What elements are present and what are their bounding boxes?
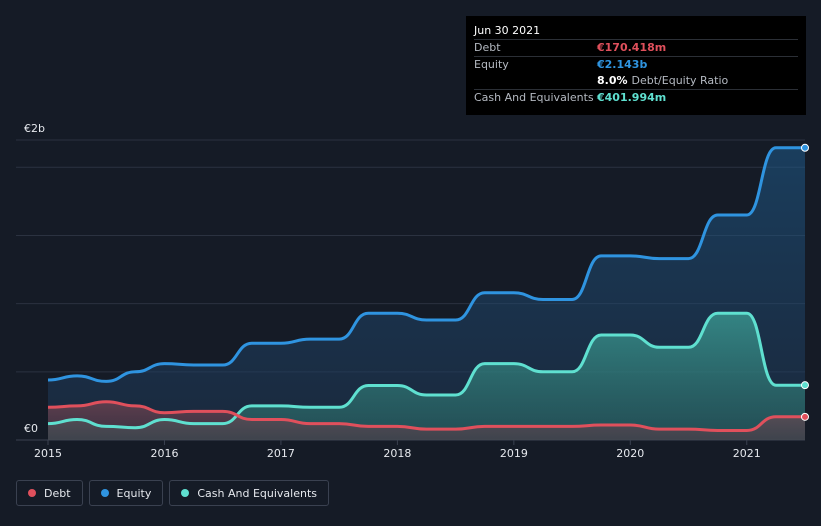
debt-end-marker [801,412,809,421]
tooltip-date: Jun 30 2021 [474,24,541,37]
tooltip-ratio-row: 8.0% Debt/Equity Ratio [474,73,798,89]
debt-line [47,400,805,432]
debt-area [48,401,805,440]
series-areas [48,147,805,441]
tooltip-ratio-value: 8.0% [597,74,628,87]
tooltip-debt-row: Debt €170.418m [474,39,798,56]
tooltip-debt-value: €170.418m [597,41,667,54]
equity-line [47,146,805,383]
equity-end-marker [801,143,809,152]
debt-dot-icon [28,489,36,497]
equity-dot-icon [100,489,109,497]
y-tick-label-1: €2b [24,122,45,135]
axis-labels: €0 €2b 2015 2016 2017 2018 2019 2020 2021 [24,122,761,460]
legend-equity-label: Equity [116,486,152,500]
legend-item-debt[interactable]: Debt [16,480,83,506]
end-markers [801,143,809,421]
tooltip-equity-label: Equity [474,58,509,71]
x-tick-label-3: 2018 [383,447,411,460]
tooltip-cash-value: €401.994m [597,91,667,104]
x-tick-label-2: 2017 [267,447,295,460]
tooltip-cash-row: Cash And Equivalents €401.994m [474,89,798,106]
x-tick-label-5: 2020 [616,447,644,460]
tooltip-equity-value: €2.143b [597,58,648,71]
x-tick-label-6: 2021 [733,447,761,460]
y-tick-label-0: €0 [24,422,38,435]
legend-item-equity[interactable]: Equity [88,480,164,506]
tooltip-cash-label: Cash And Equivalents [474,91,594,104]
cash-end-marker [801,381,809,390]
chart-legend: Debt Equity Cash And Equivalents [16,480,329,506]
tooltip-equity-row: Equity €2.143b [474,56,798,73]
x-tick-label-4: 2019 [500,447,528,460]
cash-area [48,313,805,440]
tooltip-debt-label: Debt [474,41,501,54]
legend-cash-label: Cash And Equivalents [197,486,317,500]
cash-line [47,311,805,430]
cash-dot-icon [181,489,190,497]
legend-debt-label: Debt [44,486,71,500]
legend-item-cash[interactable]: Cash And Equivalents [169,480,329,506]
series-lines [47,146,805,432]
data-tooltip: Jun 30 2021 Debt €170.418m Equity €2.143… [466,16,806,115]
x-tick-label-1: 2016 [150,447,178,460]
x-tick-label-0: 2015 [34,447,62,460]
tooltip-ratio-label: Debt/Equity Ratio [631,74,729,87]
tooltip-ratio-spacer [474,73,597,89]
